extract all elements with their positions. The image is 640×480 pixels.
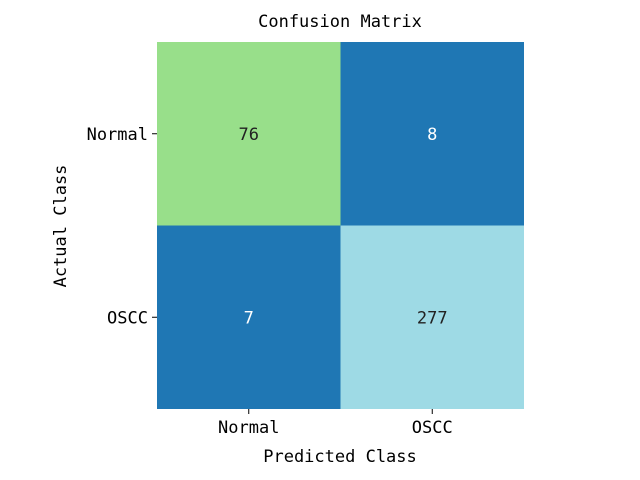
- y-tick-label: OSCC: [107, 308, 148, 328]
- y-tick-label: Normal: [87, 125, 148, 145]
- cell-value-label: 277: [417, 308, 448, 328]
- x-tick-label: Normal: [218, 418, 279, 438]
- heatmap-cell-0-0: [157, 42, 341, 226]
- cell-value-label: 76: [239, 125, 259, 145]
- heatmap-cell-1-1: [340, 225, 524, 409]
- axis-ticks: Normal OSCC Normal OSCC: [87, 125, 453, 438]
- heatmap-cells: 76 8 7 277: [157, 42, 524, 409]
- cell-value-label: 8: [427, 125, 437, 145]
- y-axis-label: Actual Class: [51, 165, 71, 288]
- heatmap-cell-1-0: [157, 225, 341, 409]
- x-tick-label: OSCC: [412, 418, 453, 438]
- cell-value-label: 7: [244, 308, 254, 328]
- heatmap-cell-0-1: [340, 42, 524, 226]
- x-axis-label: Predicted Class: [263, 447, 417, 467]
- chart-title: Confusion Matrix: [258, 12, 422, 32]
